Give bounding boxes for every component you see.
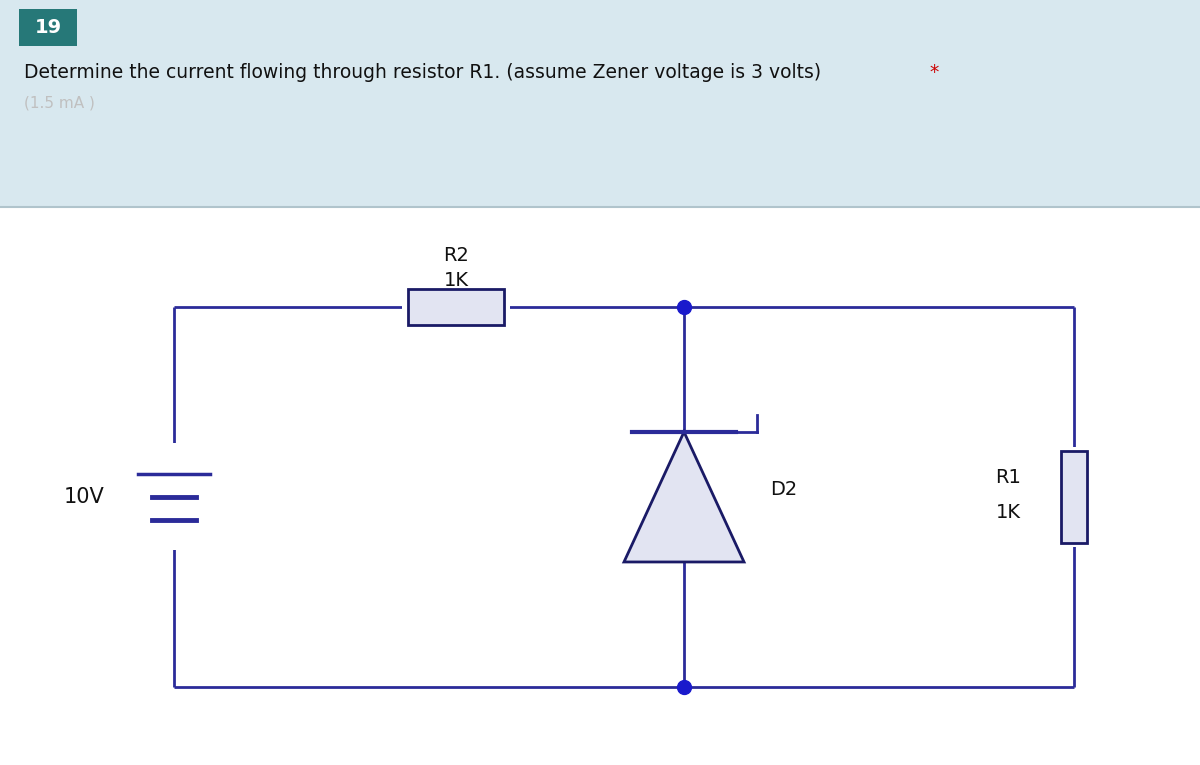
Text: 19: 19 <box>35 18 61 37</box>
Bar <box>0 207 1200 765</box>
Bar <box>1057 448 1091 547</box>
Text: R1: R1 <box>995 468 1021 487</box>
Text: *: * <box>924 63 940 82</box>
Text: Determine the current flowing through resistor R1. (assume Zener voltage is 3 vo: Determine the current flowing through re… <box>24 63 821 82</box>
Point <box>674 681 694 693</box>
Bar <box>19 9 77 46</box>
Bar <box>0 0 1200 207</box>
Text: 10V: 10V <box>64 487 104 507</box>
Text: 1K: 1K <box>444 271 468 290</box>
Text: (1.5 mA ): (1.5 mA ) <box>24 96 95 111</box>
Text: 1K: 1K <box>996 503 1020 522</box>
Text: R2: R2 <box>443 246 469 265</box>
Bar <box>1061 451 1087 543</box>
Bar <box>402 285 510 329</box>
Bar <box>408 288 504 325</box>
Bar <box>128 444 220 551</box>
Polygon shape <box>624 432 744 562</box>
Point <box>674 301 694 313</box>
Text: D2: D2 <box>770 480 798 499</box>
